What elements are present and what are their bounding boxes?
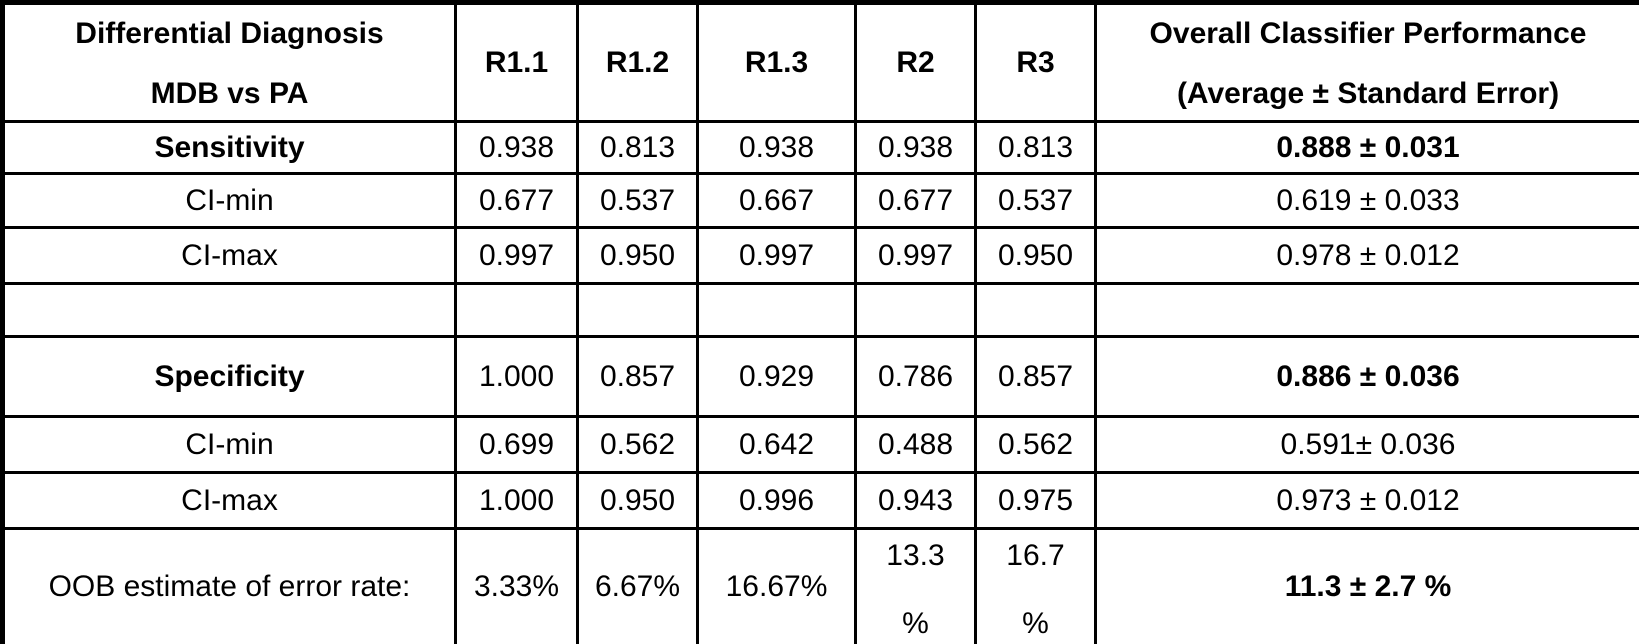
oob-error-rate-row: OOB estimate of error rate: 3.33% 6.67% … — [1, 527, 1639, 644]
specificity-ci-max-row: CI-max 1.000 0.950 0.996 0.943 0.975 0.9… — [1, 471, 1639, 530]
value-cell: 0.562 — [576, 415, 699, 474]
value-cell: 0.950 — [576, 471, 699, 530]
empty-cell — [576, 282, 699, 338]
value-cell: 0.813 — [974, 120, 1097, 175]
overall-value-oob: 11.3 ± 2.7 % — [1094, 527, 1639, 644]
value-cell: 6.67% — [576, 527, 699, 644]
value-cell: 0.537 — [576, 172, 699, 229]
value-cell: 0.642 — [696, 415, 857, 474]
overall-header-subtitle: (Average ± Standard Error) — [1176, 76, 1560, 110]
value-cell: 0.786 — [854, 335, 977, 418]
spacer-row — [1, 282, 1639, 338]
value-cell-wrapped-r2: 13.3 % — [854, 527, 977, 644]
value-cell: 0.677 — [854, 172, 977, 229]
value-cell: 0.929 — [696, 335, 857, 418]
corner-header-cell: Differential Diagnosis MDB vs PA — [1, 1, 457, 123]
value-cell: 0.950 — [974, 226, 1097, 285]
overall-value-specificity: 0.886 ± 0.036 — [1094, 335, 1639, 418]
value-cell: 0.677 — [454, 172, 579, 229]
overall-header-cell: Overall Classifier Performance (Average … — [1094, 1, 1639, 123]
wrapped-value-r3-percent: % — [1022, 607, 1049, 640]
overall-value-ci-min: 0.619 ± 0.033 — [1094, 172, 1639, 229]
empty-cell — [696, 282, 857, 338]
overall-header-title: Overall Classifier Performance — [1149, 16, 1587, 50]
row-label-ci-min: CI-min — [1, 415, 457, 474]
specificity-row: Specificity 1.000 0.857 0.929 0.786 0.85… — [1, 335, 1639, 418]
column-header-r3: R3 — [974, 1, 1097, 123]
value-cell: 0.938 — [854, 120, 977, 175]
value-cell: 0.857 — [974, 335, 1097, 418]
column-header-r1-1: R1.1 — [454, 1, 579, 123]
sensitivity-ci-min-row: CI-min 0.677 0.537 0.667 0.677 0.537 0.6… — [1, 172, 1639, 229]
row-label-sensitivity: Sensitivity — [1, 120, 457, 175]
value-cell: 0.488 — [854, 415, 977, 474]
overall-header-content: Overall Classifier Performance (Average … — [1099, 11, 1639, 115]
sensitivity-ci-max-row: CI-max 0.997 0.950 0.997 0.997 0.950 0.9… — [1, 226, 1639, 285]
wrapped-value-r2-number: 13.3 — [886, 539, 945, 572]
corner-header-title: Differential Diagnosis — [75, 16, 384, 50]
value-cell: 0.938 — [454, 120, 579, 175]
row-label-ci-max: CI-max — [1, 471, 457, 530]
wrapped-value-r2-percent: % — [902, 607, 929, 640]
value-cell: 0.950 — [576, 226, 699, 285]
value-cell: 3.33% — [454, 527, 579, 644]
column-header-r2: R2 — [854, 1, 977, 123]
wrapped-value-r3-number: 16.7 — [1006, 539, 1065, 572]
value-cell: 0.975 — [974, 471, 1097, 530]
value-cell: 1.000 — [454, 471, 579, 530]
value-cell: 16.67% — [696, 527, 857, 644]
value-cell: 0.997 — [454, 226, 579, 285]
empty-cell — [1094, 282, 1639, 338]
header-row: Differential Diagnosis MDB vs PA R1.1 R1… — [1, 1, 1639, 123]
column-header-r1-2: R1.2 — [576, 1, 699, 123]
value-cell: 0.537 — [974, 172, 1097, 229]
row-label-ci-max: CI-max — [1, 226, 457, 285]
empty-cell — [854, 282, 977, 338]
value-cell: 0.997 — [696, 226, 857, 285]
corner-header-content: Differential Diagnosis MDB vs PA — [6, 11, 453, 115]
value-cell: 0.943 — [854, 471, 977, 530]
value-cell: 0.562 — [974, 415, 1097, 474]
value-cell: 0.667 — [696, 172, 857, 229]
row-label-oob: OOB estimate of error rate: — [1, 527, 457, 644]
row-label-ci-min: CI-min — [1, 172, 457, 229]
empty-cell — [974, 282, 1097, 338]
wrapped-value-r2: 13.3 % — [859, 532, 973, 644]
value-cell: 0.857 — [576, 335, 699, 418]
value-cell: 1.000 — [454, 335, 579, 418]
empty-cell — [454, 282, 579, 338]
row-label-specificity: Specificity — [1, 335, 457, 418]
column-header-r1-3: R1.3 — [696, 1, 857, 123]
value-cell: 0.996 — [696, 471, 857, 530]
value-cell: 0.699 — [454, 415, 579, 474]
sensitivity-row: Sensitivity 0.938 0.813 0.938 0.938 0.81… — [1, 120, 1639, 175]
corner-header-subtitle: MDB vs PA — [150, 76, 309, 110]
wrapped-value-r3: 16.7 % — [979, 532, 1093, 644]
overall-value-sensitivity: 0.888 ± 0.031 — [1094, 120, 1639, 175]
specificity-ci-min-row: CI-min 0.699 0.562 0.642 0.488 0.562 0.5… — [1, 415, 1639, 474]
value-cell-wrapped-r3: 16.7 % — [974, 527, 1097, 644]
value-cell: 0.813 — [576, 120, 699, 175]
overall-value-ci-max: 0.973 ± 0.012 — [1094, 471, 1639, 530]
overall-value-ci-min: 0.591± 0.036 — [1094, 415, 1639, 474]
value-cell: 0.938 — [696, 120, 857, 175]
spacer-label-cell — [1, 282, 457, 338]
overall-value-ci-max: 0.978 ± 0.012 — [1094, 226, 1639, 285]
value-cell: 0.997 — [854, 226, 977, 285]
